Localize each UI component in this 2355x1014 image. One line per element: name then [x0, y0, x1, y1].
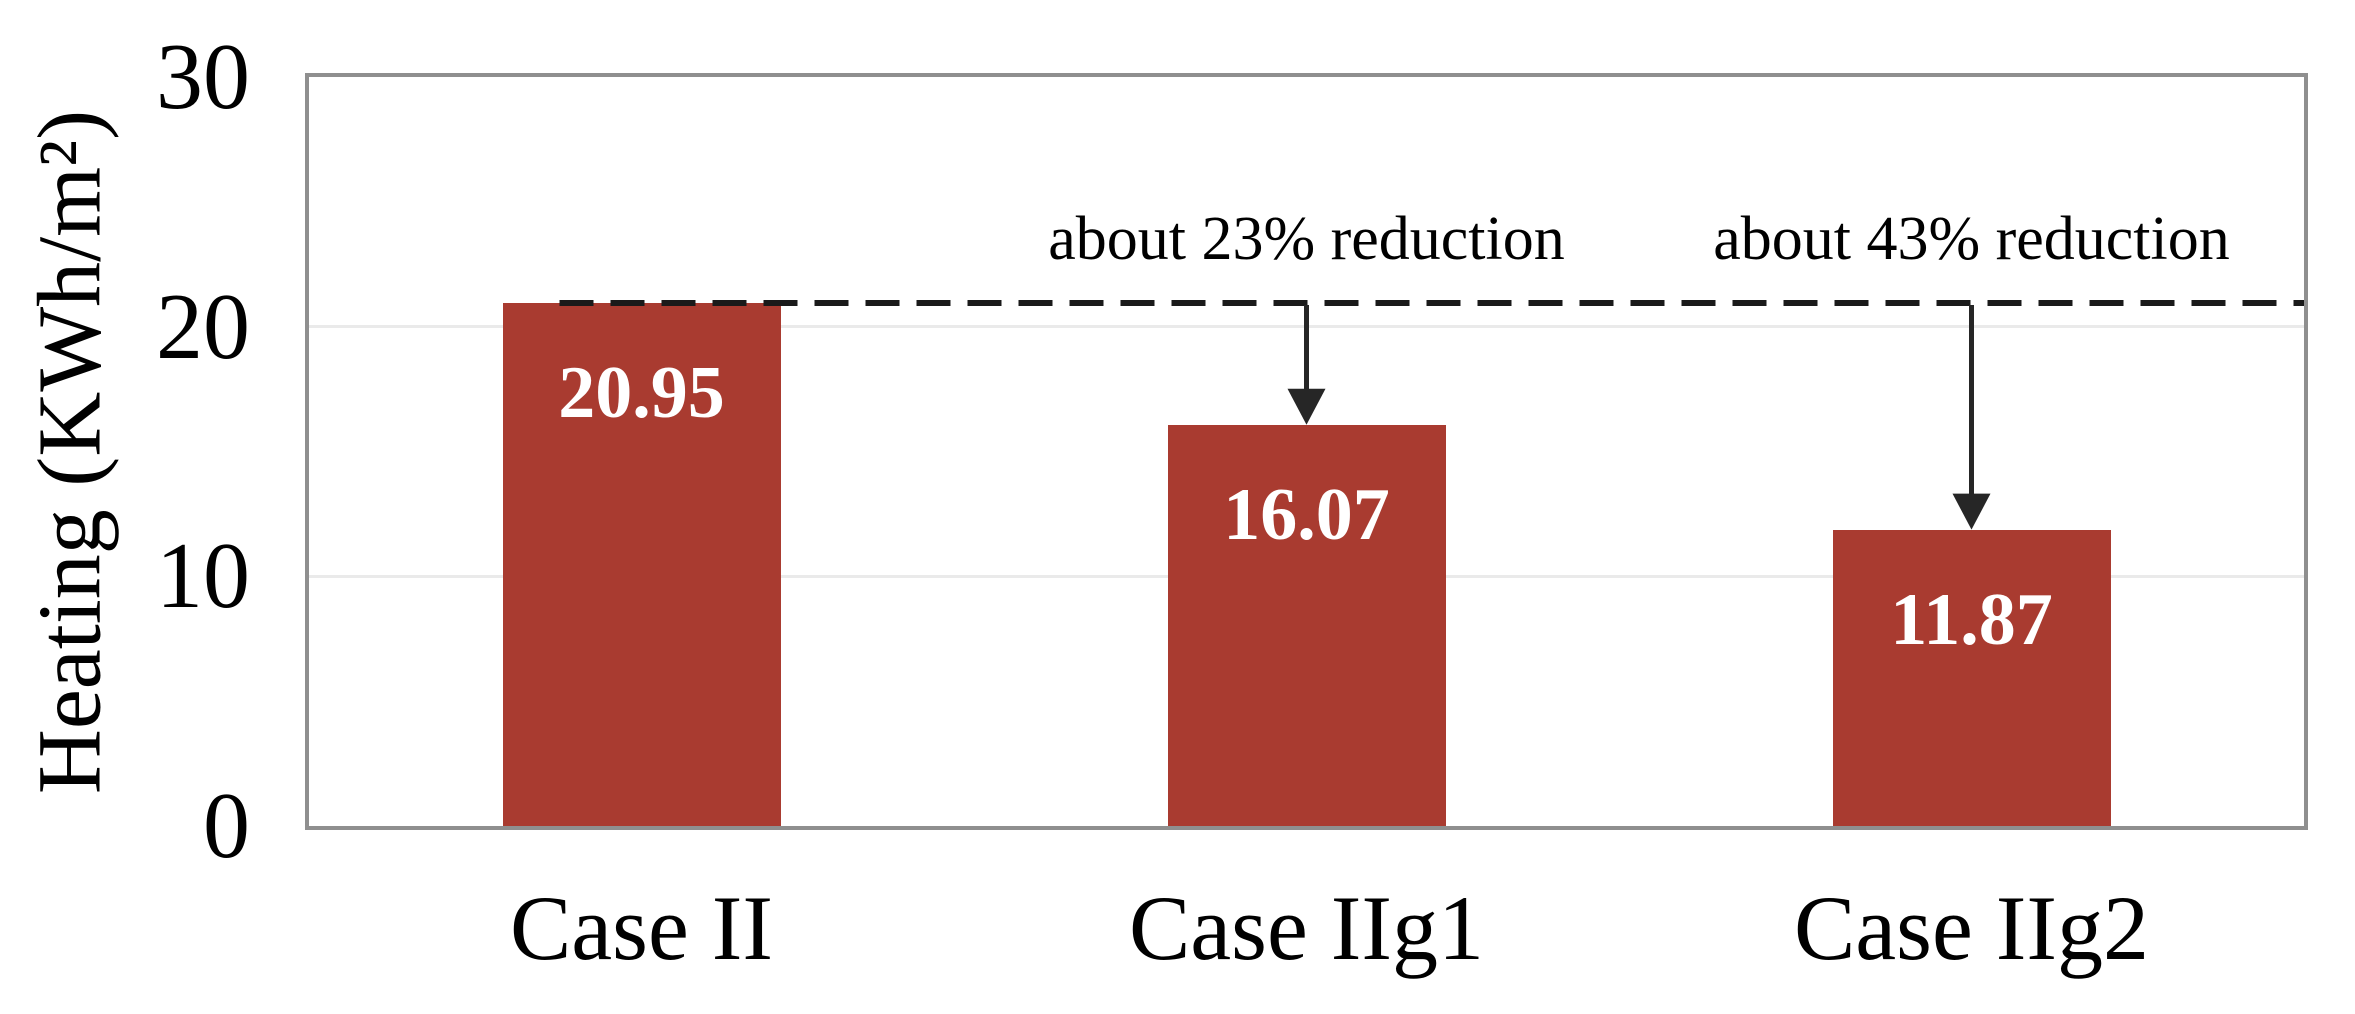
bar — [1167, 424, 1446, 826]
annotation-label: about 43% reduction — [1713, 204, 2230, 273]
reduction-arrow-head — [1952, 493, 1991, 530]
bar — [1832, 529, 2111, 826]
y-tick-label: 30 — [156, 25, 250, 129]
plot-area: 20.95 16.07 11.87 about 23% reduction about… — [305, 73, 2308, 830]
bar-value-label: 20.95 — [558, 351, 725, 434]
bar — [502, 302, 781, 826]
x-tick-label: Case II — [509, 877, 774, 979]
reduction-arrow-head — [1287, 388, 1326, 425]
y-tick-label: 0 — [203, 774, 250, 878]
y-tick-label: 10 — [156, 524, 250, 629]
x-tick-label: Case IIg2 — [1793, 877, 2150, 979]
bar-value-label: 16.07 — [1223, 473, 1390, 556]
y-axis-title: Heating (KWh/m²) — [20, 109, 120, 795]
bar-value-label: 11.87 — [1890, 578, 2053, 661]
x-tick-label: Case IIg1 — [1128, 877, 1485, 979]
y-tick-label: 20 — [156, 274, 250, 379]
annotation-overlay — [559, 299, 2304, 530]
annotation-label: about 23% reduction — [1048, 204, 1565, 273]
